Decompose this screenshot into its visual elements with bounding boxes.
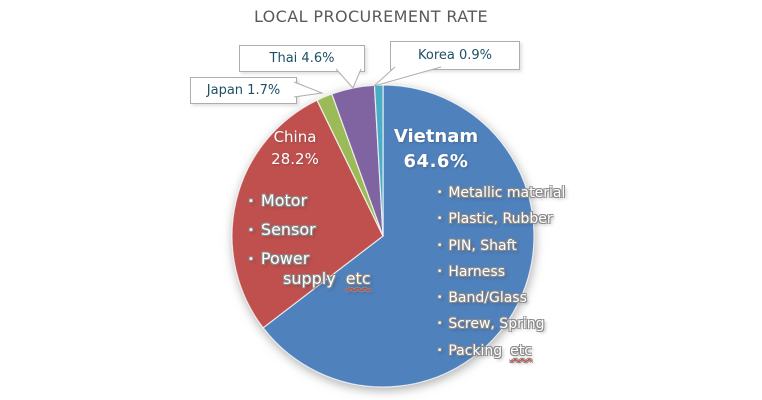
list-item-label: Packing xyxy=(448,342,503,359)
list-item-label: PIN, Shaft xyxy=(448,237,517,254)
bullet-icon: • xyxy=(248,196,254,207)
list-item-label: Motor xyxy=(260,191,308,210)
bullet-icon: • xyxy=(437,293,443,304)
callout-japan-label: Japan 1.7% xyxy=(206,83,281,98)
list-item-label: Screw, Spring xyxy=(448,316,545,333)
bullet-icon: • xyxy=(437,319,443,330)
list-item: • Metallic material xyxy=(437,181,565,207)
list-item-label: Power xyxy=(260,249,310,268)
pie-slice-china xyxy=(231,99,384,329)
list-item: • Packing etc xyxy=(437,339,565,365)
vietnam-slice-percent: 64.6% xyxy=(403,151,469,172)
list-item: • Motor xyxy=(248,188,316,217)
callout-korea-label: Korea 0.9% xyxy=(417,48,492,63)
callout-japan: Japan 1.7% xyxy=(190,77,297,104)
vietnam-item-list: • Metallic material • Plastic, Rubber • … xyxy=(437,181,565,365)
chart-title: LOCAL PROCUREMENT RATE xyxy=(253,7,489,26)
bullet-icon: • xyxy=(437,214,443,225)
callout-korea-pointer xyxy=(373,66,442,87)
list-item: • Plastic, Rubber xyxy=(437,207,565,233)
china-slice-percent: 28.2% xyxy=(271,150,319,168)
callout-thai-pointer xyxy=(335,68,362,89)
list-item-label: Harness xyxy=(448,263,506,280)
callout-thai: Thai 4.6% xyxy=(239,45,365,72)
callout-korea: Korea 0.9% xyxy=(390,41,520,70)
callout-japan-pointer xyxy=(293,81,324,98)
list-item: • Harness xyxy=(437,260,565,286)
china-item-list: • Motor • Sensor • Power xyxy=(248,188,316,275)
list-item: • Power xyxy=(248,246,316,275)
bullet-icon: • xyxy=(248,225,254,236)
list-item-label: Metallic material xyxy=(448,185,566,201)
callout-thai-label: Thai 4.6% xyxy=(269,51,335,66)
bullet-icon: • xyxy=(437,345,443,356)
bullet-icon: • xyxy=(248,254,254,265)
china-slice-label: China xyxy=(273,128,317,146)
list-item-label: Plastic, Rubber xyxy=(448,211,553,228)
list-item-label: Band/Glass xyxy=(448,290,527,307)
list-item: • PIN, Shaft xyxy=(437,234,565,260)
bullet-icon: • xyxy=(437,188,443,198)
list-item: • Screw, Spring xyxy=(437,312,565,338)
bullet-icon: • xyxy=(437,240,443,251)
list-item: • Sensor xyxy=(248,217,316,246)
etc-label: etc xyxy=(510,342,532,359)
china-item-continuation: supply etc xyxy=(283,266,371,292)
pie-slice-vietnam xyxy=(262,84,535,388)
etc-label: etc xyxy=(345,269,371,288)
list-item-label: supply xyxy=(283,269,336,288)
vietnam-slice-label: Vietnam xyxy=(393,126,479,147)
bullet-icon: • xyxy=(437,266,443,277)
list-item-label: Sensor xyxy=(260,220,316,239)
list-item: • Band/Glass xyxy=(437,286,565,312)
